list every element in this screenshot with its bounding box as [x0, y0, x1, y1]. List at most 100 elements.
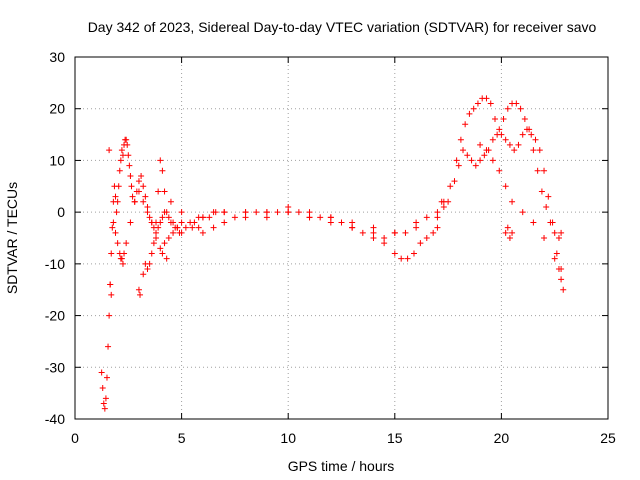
data-point	[157, 245, 164, 252]
data-markers	[98, 95, 567, 412]
series-main-trace	[98, 95, 565, 412]
y-tick-label: 0	[57, 204, 65, 220]
data-point	[108, 291, 115, 298]
data-point	[153, 229, 160, 236]
data-point	[555, 266, 562, 273]
data-point	[523, 126, 530, 133]
data-point	[263, 209, 270, 216]
data-point	[404, 255, 411, 262]
data-point	[178, 219, 185, 226]
data-point	[511, 147, 518, 154]
data-point	[144, 209, 151, 216]
x-tick-label: 20	[494, 430, 510, 446]
data-point	[210, 224, 217, 231]
data-point	[153, 219, 160, 226]
data-point	[161, 240, 168, 247]
data-point	[487, 100, 494, 107]
data-point	[455, 162, 462, 169]
data-point	[457, 136, 464, 143]
y-axis-label: SDTVAR / TECUs	[4, 182, 20, 294]
data-point	[108, 250, 115, 257]
data-point	[551, 255, 558, 262]
data-point	[210, 209, 217, 216]
data-point	[161, 188, 168, 195]
data-point	[105, 343, 112, 350]
data-point	[472, 162, 479, 169]
data-point	[170, 229, 177, 236]
data-point	[504, 224, 511, 231]
data-point	[128, 183, 135, 190]
data-point	[114, 240, 121, 247]
chart-title: Day 342 of 2023, Sidereal Day-to-day VTE…	[88, 19, 597, 35]
data-point	[140, 271, 147, 278]
data-point	[159, 250, 166, 257]
data-point	[391, 229, 398, 236]
data-point	[100, 400, 107, 407]
data-point	[295, 209, 302, 216]
data-point	[462, 121, 469, 128]
data-point	[370, 235, 377, 241]
data-point	[470, 105, 477, 112]
data-point	[195, 224, 202, 231]
data-point	[117, 255, 124, 262]
data-point	[447, 183, 454, 190]
data-point	[178, 229, 185, 236]
data-point	[327, 214, 334, 221]
data-point	[123, 136, 130, 143]
data-point	[221, 209, 228, 216]
data-point	[519, 209, 526, 216]
x-tick-labels: 0 5 10 15 20 25	[71, 430, 616, 446]
data-point	[532, 136, 539, 143]
data-point	[137, 291, 144, 298]
data-point	[481, 152, 488, 159]
data-point	[359, 229, 366, 236]
data-point	[381, 240, 388, 247]
data-point	[466, 110, 473, 117]
data-point	[140, 198, 147, 205]
data-point	[496, 126, 503, 133]
data-point	[127, 172, 134, 179]
data-point	[110, 219, 117, 226]
data-point	[492, 116, 499, 123]
data-point	[116, 167, 123, 174]
data-point	[119, 152, 126, 159]
data-point	[109, 224, 116, 231]
data-point	[167, 198, 174, 205]
data-point	[142, 193, 149, 200]
y-tick-label: -20	[45, 308, 65, 324]
data-point	[138, 172, 145, 179]
data-point	[349, 224, 356, 231]
data-point	[135, 188, 142, 195]
data-point	[402, 229, 409, 236]
data-point	[112, 193, 119, 200]
data-point	[513, 100, 520, 107]
y-tick-label: 20	[49, 101, 65, 117]
data-point	[306, 214, 313, 221]
data-point	[103, 374, 110, 381]
data-point	[413, 219, 420, 226]
data-point	[191, 219, 198, 226]
data-point	[453, 157, 460, 164]
data-point	[558, 229, 565, 236]
data-point	[99, 384, 106, 391]
data-point	[306, 209, 313, 216]
data-point	[530, 147, 537, 154]
data-point	[189, 224, 196, 231]
data-point	[474, 100, 481, 107]
data-point	[553, 250, 560, 257]
data-point	[102, 395, 109, 402]
series-third-trace	[146, 141, 562, 273]
data-point	[460, 147, 467, 154]
data-point	[163, 255, 170, 262]
data-point	[274, 209, 281, 216]
data-point	[117, 157, 124, 164]
data-point	[545, 193, 552, 200]
data-point	[115, 183, 122, 190]
data-point	[135, 286, 142, 293]
data-point	[506, 141, 513, 148]
data-point	[106, 312, 113, 319]
y-tick-label: -10	[45, 256, 65, 272]
axis-ticks	[74, 56, 609, 420]
data-point	[131, 198, 138, 205]
data-point	[398, 255, 405, 262]
